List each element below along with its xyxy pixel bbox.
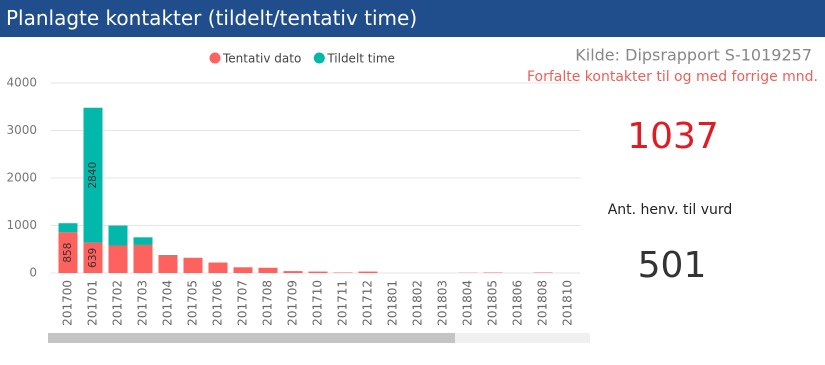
y-tick-label: 1000	[6, 218, 37, 232]
kpi-value: 501	[638, 245, 707, 286]
kpi-value: 1037	[627, 116, 719, 157]
x-tick-label: 201701	[86, 280, 100, 326]
x-tick-label: 201709	[286, 280, 300, 326]
bar-segment	[108, 225, 128, 246]
y-tick-label: 4000	[6, 76, 37, 90]
x-tick-label: 201806	[511, 280, 525, 326]
header-title: Planlagte kontakter (tildelt/tentativ ti…	[0, 0, 825, 37]
x-tick-label: 201704	[161, 280, 175, 326]
y-tick-label: 2000	[6, 171, 37, 185]
x-tick-label: 201708	[261, 280, 275, 326]
subtitle: Forfalte kontakter til og med forrige mn…	[527, 69, 818, 85]
x-tick-label: 201705	[186, 280, 200, 326]
data-label: 639	[87, 248, 99, 268]
bar-segment	[158, 255, 178, 273]
bar-segment	[133, 237, 153, 245]
bar-segment	[58, 232, 78, 273]
legend-label: Tildelt time	[326, 52, 395, 66]
bar-segment	[183, 257, 203, 273]
x-tick-label: 201703	[136, 280, 150, 326]
x-tick-label: 201707	[236, 280, 250, 326]
x-tick-label: 201804	[461, 280, 475, 326]
chart: Kilde: Dipsrapport S-1019257 Forfalte ko…	[6, 46, 818, 343]
x-tick-label: 201706	[211, 280, 225, 326]
x-tick-label: 201802	[411, 280, 425, 326]
bar-segment	[83, 107, 103, 243]
legend-label: Tentativ dato	[222, 52, 301, 66]
x-tick-label: 201700	[61, 280, 75, 326]
bar-segment	[208, 262, 228, 273]
legend-marker	[313, 52, 325, 64]
bar-segment	[108, 245, 128, 273]
x-tick-label: 201810	[561, 280, 575, 326]
source: Kilde: Dipsrapport S-1019257	[575, 46, 812, 65]
data-label: 2840	[87, 162, 99, 189]
y-tick-label: 3000	[6, 123, 37, 137]
bar-segment	[283, 271, 303, 273]
x-tick-label: 201803	[436, 280, 450, 326]
x-tick-label: 201710	[311, 280, 325, 326]
x-tick-label: 201702	[111, 280, 125, 326]
bar-segment	[83, 242, 103, 273]
x-tick-label: 201808	[536, 280, 550, 326]
scrollbar-thumb[interactable]	[48, 333, 455, 343]
bar-segment	[308, 271, 328, 273]
bar-segment	[233, 267, 253, 273]
x-tick-label: 201801	[386, 280, 400, 326]
bar-segment	[133, 244, 153, 273]
x-tick-label: 201712	[361, 280, 375, 326]
bar-segment	[258, 267, 278, 273]
x-tick-label: 201711	[336, 280, 350, 326]
data-label: 858	[62, 243, 74, 263]
x-tick-label: 201805	[486, 280, 500, 326]
legend-marker	[209, 52, 221, 64]
bar-segment	[358, 271, 378, 273]
bar-segment	[58, 223, 78, 233]
kpi-label: Ant. henv. til vurd	[608, 202, 733, 218]
y-tick-label: 0	[29, 266, 37, 280]
